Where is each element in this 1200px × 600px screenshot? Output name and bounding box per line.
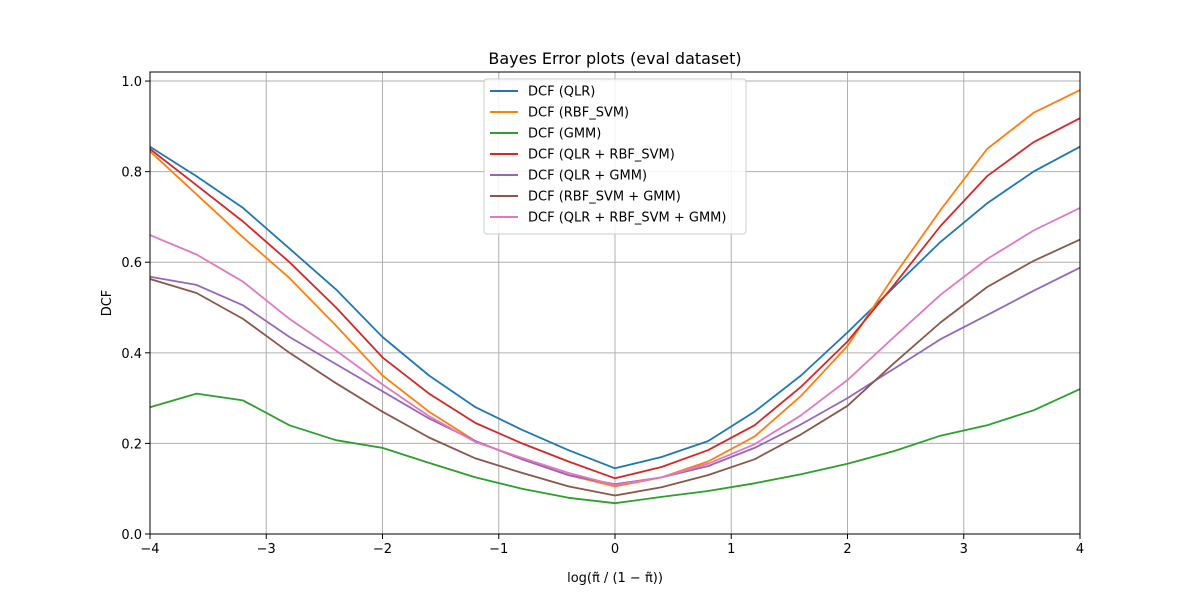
series-line-4: [149, 117, 1081, 480]
y-tick-label: 1.0: [121, 75, 142, 90]
y-tick-label: 0.0: [121, 528, 142, 543]
x-tick-label: −4: [140, 542, 159, 557]
legend-label-5: DCF (QLR + GMM): [528, 169, 647, 184]
x-tick-label: 2: [843, 542, 851, 557]
chart-title: Bayes Error plots (eval dataset): [488, 49, 741, 68]
legend-label-3: DCF (GMM): [528, 127, 601, 142]
x-tick-label: 3: [960, 542, 968, 557]
series-line-3: [149, 388, 1081, 505]
x-axis-ticks: −4 −3 −2 −1 0 1 2 3 4: [140, 534, 1084, 557]
legend-label-6: DCF (RBF_SVM + GMM): [528, 190, 681, 205]
legend-label-7: DCF (QLR + RBF_SVM + GMM): [528, 211, 726, 226]
x-tick-label: 1: [727, 542, 735, 557]
y-tick-label: 0.4: [121, 347, 142, 362]
legend-label-2: DCF (RBF_SVM): [528, 106, 629, 121]
x-tick-label: −2: [373, 542, 392, 557]
x-tick-label: 0: [611, 542, 619, 557]
y-axis-label: DCF: [100, 290, 115, 317]
legend: DCF (QLR) DCF (RBF_SVM) DCF (GMM) DCF (QLR …: [483, 78, 747, 235]
y-tick-label: 0.8: [121, 166, 142, 181]
x-tick-label: −3: [257, 542, 276, 557]
legend-label-4: DCF (QLR + RBF_SVM): [528, 148, 675, 163]
series-line-2: [149, 89, 1081, 488]
series-layer: [149, 89, 1081, 505]
legend-label-1: DCF (QLR): [528, 85, 595, 100]
y-tick-label: 0.2: [121, 437, 142, 452]
x-tick-label: −1: [489, 542, 508, 557]
series-line-7: [149, 207, 1081, 487]
x-axis-label: log(π̃ / (1 − π̃)): [567, 571, 663, 586]
legend-box: [483, 78, 747, 235]
y-axis-ticks: 0.0 0.2 0.4 0.6 0.8 1.0: [121, 75, 150, 543]
x-tick-label: 4: [1076, 542, 1084, 557]
y-tick-label: 0.6: [121, 256, 142, 271]
series-line-1: [149, 145, 1081, 470]
series-line-6: [149, 238, 1081, 497]
